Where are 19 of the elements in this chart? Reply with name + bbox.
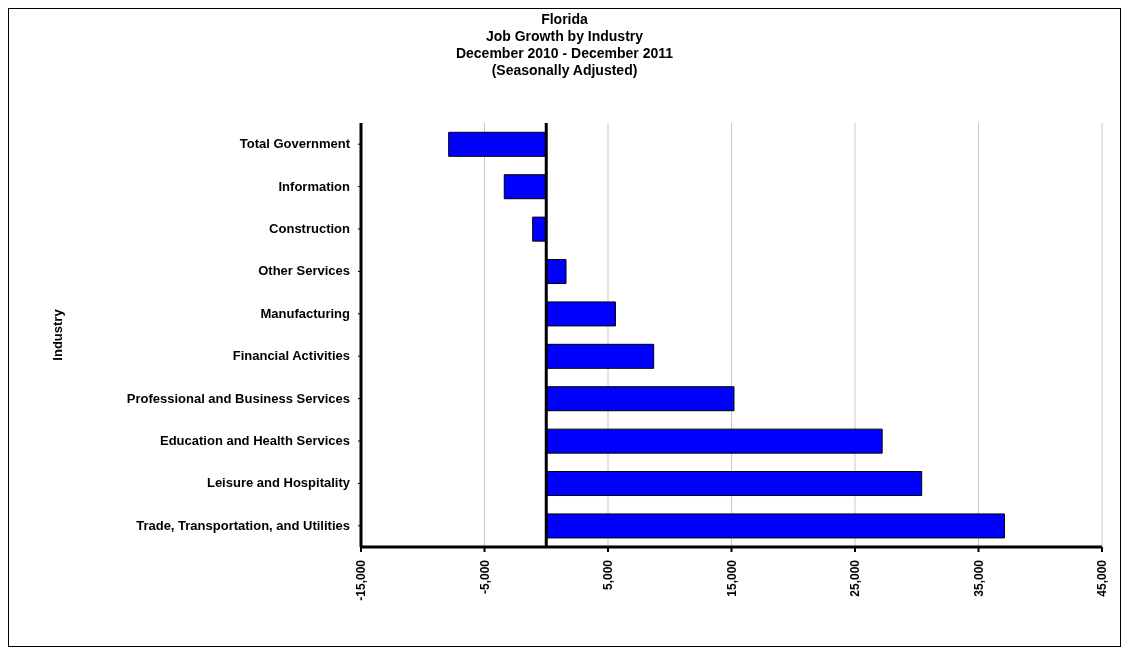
- x-tick-label: 5,000: [601, 559, 615, 591]
- y-tick-label: Trade, Transportation, and Utilities: [136, 517, 350, 533]
- y-tick-label: Financial Activities: [232, 348, 350, 364]
- x-tick-label: 35,000: [971, 559, 986, 597]
- y-tick-label: Information: [278, 178, 351, 194]
- x-tick-label: 45,000: [1095, 559, 1109, 597]
- x-tick-label: 15,000: [724, 559, 739, 597]
- chart-title: Florida Job Growth by Industry December 2010 - December 2011 (Seasonally Adjusted): [454, 11, 675, 79]
- y-tick-label: Education and Health Services: [159, 433, 350, 448]
- y-tick-label: Construction: [269, 221, 351, 236]
- y-tick-label: Professional and Business Services: [126, 390, 350, 406]
- x-tick-label: -15,000: [354, 559, 368, 601]
- y-tick-label: Leisure and Hospitality: [206, 475, 351, 491]
- y-axis-title: Industry: [49, 308, 65, 361]
- y-tick-label: Manufacturing: [260, 305, 351, 321]
- y-tick-label: Total Government: [239, 136, 351, 152]
- x-tick-label: 25,000: [848, 559, 862, 597]
- y-tick-label: Other Services: [258, 263, 350, 279]
- x-tick-label: -5,000: [477, 559, 492, 595]
